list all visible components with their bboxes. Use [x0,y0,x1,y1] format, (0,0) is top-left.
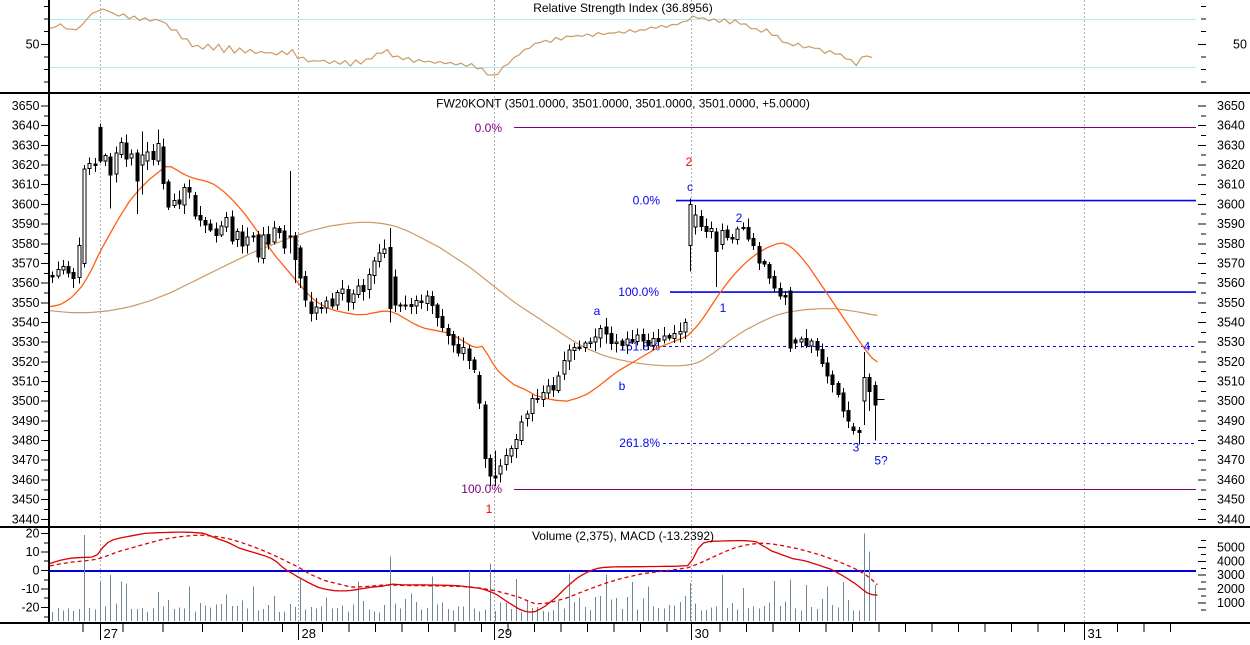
svg-text:20: 20 [26,527,40,541]
svg-text:3650: 3650 [12,99,40,113]
svg-text:3530: 3530 [12,335,40,349]
svg-text:3560: 3560 [1217,276,1245,290]
svg-text:FW20KONT (3501.0000, 3501.0000: FW20KONT (3501.0000, 3501.0000, 3501.000… [436,97,810,111]
svg-text:3450: 3450 [12,493,40,507]
svg-text:3650: 3650 [1217,99,1245,113]
svg-text:3000: 3000 [1217,568,1245,582]
svg-text:3570: 3570 [1217,256,1245,270]
svg-text:4000: 4000 [1217,554,1245,568]
svg-text:1: 1 [720,301,727,315]
svg-text:b: b [619,379,626,393]
svg-text:-10: -10 [21,582,39,596]
svg-text:3520: 3520 [12,355,40,369]
svg-text:2: 2 [736,211,743,225]
svg-text:3460: 3460 [1217,473,1245,487]
svg-text:3590: 3590 [12,217,40,231]
svg-text:3620: 3620 [1217,158,1245,172]
svg-text:0.0%: 0.0% [475,121,503,135]
svg-text:50: 50 [1233,37,1247,51]
svg-text:1: 1 [486,502,493,516]
svg-text:3460: 3460 [12,473,40,487]
svg-text:27: 27 [104,626,118,640]
svg-text:100.0%: 100.0% [461,482,502,496]
svg-text:31: 31 [1088,626,1102,640]
svg-text:3570: 3570 [12,256,40,270]
svg-text:2000: 2000 [1217,582,1245,596]
svg-text:3540: 3540 [12,316,40,330]
svg-text:-20: -20 [21,601,39,615]
svg-text:29: 29 [498,626,512,640]
svg-text:261.8%: 261.8% [619,436,660,450]
svg-text:3580: 3580 [12,237,40,251]
svg-text:50: 50 [26,37,40,51]
svg-text:3500: 3500 [12,394,40,408]
svg-text:Volume (2,375), MACD (-13.2392: Volume (2,375), MACD (-13.2392) [532,529,714,543]
svg-text:10: 10 [26,545,40,559]
svg-text:1000: 1000 [1217,596,1245,610]
svg-text:3610: 3610 [1217,178,1245,192]
svg-text:3630: 3630 [1217,138,1245,152]
svg-text:a: a [594,304,601,318]
svg-text:4: 4 [864,340,871,354]
svg-text:3470: 3470 [1217,453,1245,467]
svg-text:0.0%: 0.0% [633,193,661,207]
svg-text:3620: 3620 [12,158,40,172]
svg-text:28: 28 [302,626,316,640]
svg-text:3: 3 [853,441,860,455]
svg-text:30: 30 [695,626,709,640]
svg-text:3510: 3510 [1217,375,1245,389]
svg-text:3580: 3580 [1217,237,1245,251]
svg-text:3470: 3470 [12,453,40,467]
svg-text:5000: 5000 [1217,540,1245,554]
svg-text:100.0%: 100.0% [618,285,659,299]
svg-text:3510: 3510 [12,375,40,389]
svg-text:3440: 3440 [12,512,40,526]
svg-text:3560: 3560 [12,276,40,290]
svg-text:3480: 3480 [12,434,40,448]
svg-text:3640: 3640 [1217,119,1245,133]
svg-text:3530: 3530 [1217,335,1245,349]
svg-text:3520: 3520 [1217,355,1245,369]
svg-text:2: 2 [686,155,693,169]
svg-text:3610: 3610 [12,178,40,192]
svg-text:3640: 3640 [12,119,40,133]
svg-text:0: 0 [33,564,40,578]
svg-text:3550: 3550 [1217,296,1245,310]
svg-text:c: c [687,180,693,194]
svg-text:3600: 3600 [1217,197,1245,211]
svg-text:3630: 3630 [12,138,40,152]
svg-text:3550: 3550 [12,296,40,310]
svg-text:3480: 3480 [1217,434,1245,448]
svg-text:Relative Strength Index (36.89: Relative Strength Index (36.8956) [533,1,712,15]
svg-text:3450: 3450 [1217,493,1245,507]
svg-text:3540: 3540 [1217,316,1245,330]
svg-text:3490: 3490 [1217,414,1245,428]
svg-text:3490: 3490 [12,414,40,428]
svg-text:3590: 3590 [1217,217,1245,231]
svg-text:3600: 3600 [12,197,40,211]
svg-text:5?: 5? [874,454,888,468]
svg-text:3440: 3440 [1217,512,1245,526]
svg-text:3500: 3500 [1217,394,1245,408]
